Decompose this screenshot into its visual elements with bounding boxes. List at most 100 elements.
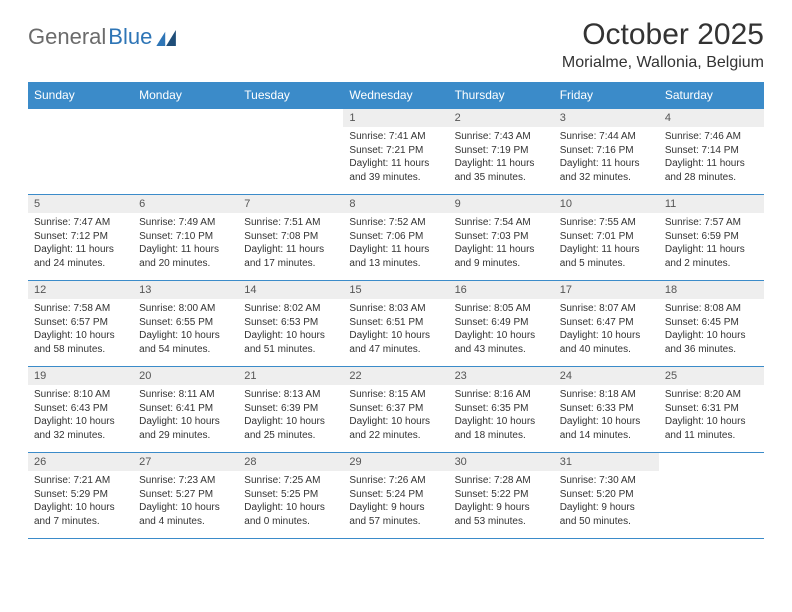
- day-details: Sunrise: 8:18 AMSunset: 6:33 PMDaylight:…: [554, 385, 659, 446]
- sunset-text: Sunset: 6:59 PM: [665, 230, 758, 244]
- sunrise-text: Sunrise: 7:28 AM: [455, 474, 548, 488]
- day-cell: .: [28, 109, 133, 195]
- day-details: Sunrise: 8:10 AMSunset: 6:43 PMDaylight:…: [28, 385, 133, 446]
- day-number: 29: [343, 453, 448, 471]
- calendar-header-row: SundayMondayTuesdayWednesdayThursdayFrid…: [28, 82, 764, 109]
- sunset-text: Sunset: 7:08 PM: [244, 230, 337, 244]
- day-number: 14: [238, 281, 343, 299]
- sunrise-text: Sunrise: 7:51 AM: [244, 216, 337, 230]
- daylight-text: Daylight: 11 hours and 20 minutes.: [139, 243, 232, 270]
- daylight-text: Daylight: 11 hours and 9 minutes.: [455, 243, 548, 270]
- daylight-text: Daylight: 11 hours and 2 minutes.: [665, 243, 758, 270]
- sunrise-text: Sunrise: 8:03 AM: [349, 302, 442, 316]
- day-details: Sunrise: 8:16 AMSunset: 6:35 PMDaylight:…: [449, 385, 554, 446]
- day-cell: 24Sunrise: 8:18 AMSunset: 6:33 PMDayligh…: [554, 367, 659, 453]
- sunset-text: Sunset: 5:29 PM: [34, 488, 127, 502]
- sunrise-text: Sunrise: 7:49 AM: [139, 216, 232, 230]
- day-cell: .: [659, 453, 764, 539]
- day-details: Sunrise: 7:49 AMSunset: 7:10 PMDaylight:…: [133, 213, 238, 274]
- sunset-text: Sunset: 7:12 PM: [34, 230, 127, 244]
- day-cell: 1Sunrise: 7:41 AMSunset: 7:21 PMDaylight…: [343, 109, 448, 195]
- day-number: 4: [659, 109, 764, 127]
- day-cell: 7Sunrise: 7:51 AMSunset: 7:08 PMDaylight…: [238, 195, 343, 281]
- daylight-text: Daylight: 10 hours and 51 minutes.: [244, 329, 337, 356]
- week-row: 19Sunrise: 8:10 AMSunset: 6:43 PMDayligh…: [28, 367, 764, 453]
- daylight-text: Daylight: 10 hours and 14 minutes.: [560, 415, 653, 442]
- sunset-text: Sunset: 6:41 PM: [139, 402, 232, 416]
- sunset-text: Sunset: 6:31 PM: [665, 402, 758, 416]
- col-header: Sunday: [28, 82, 133, 109]
- day-cell: 16Sunrise: 8:05 AMSunset: 6:49 PMDayligh…: [449, 281, 554, 367]
- day-details: Sunrise: 7:55 AMSunset: 7:01 PMDaylight:…: [554, 213, 659, 274]
- day-details: Sunrise: 7:43 AMSunset: 7:19 PMDaylight:…: [449, 127, 554, 188]
- day-cell: 20Sunrise: 8:11 AMSunset: 6:41 PMDayligh…: [133, 367, 238, 453]
- sunrise-text: Sunrise: 7:47 AM: [34, 216, 127, 230]
- day-number: 28: [238, 453, 343, 471]
- day-cell: 6Sunrise: 7:49 AMSunset: 7:10 PMDaylight…: [133, 195, 238, 281]
- sunrise-text: Sunrise: 8:07 AM: [560, 302, 653, 316]
- sunrise-text: Sunrise: 7:46 AM: [665, 130, 758, 144]
- day-details: Sunrise: 8:20 AMSunset: 6:31 PMDaylight:…: [659, 385, 764, 446]
- day-number: 11: [659, 195, 764, 213]
- sunrise-text: Sunrise: 8:15 AM: [349, 388, 442, 402]
- sunrise-text: Sunrise: 8:05 AM: [455, 302, 548, 316]
- day-number: 9: [449, 195, 554, 213]
- sunset-text: Sunset: 6:33 PM: [560, 402, 653, 416]
- daylight-text: Daylight: 10 hours and 22 minutes.: [349, 415, 442, 442]
- sunset-text: Sunset: 7:21 PM: [349, 144, 442, 158]
- daylight-text: Daylight: 9 hours and 57 minutes.: [349, 501, 442, 528]
- day-details: Sunrise: 8:07 AMSunset: 6:47 PMDaylight:…: [554, 299, 659, 360]
- daylight-text: Daylight: 10 hours and 25 minutes.: [244, 415, 337, 442]
- day-number: 3: [554, 109, 659, 127]
- day-number: 15: [343, 281, 448, 299]
- day-cell: 9Sunrise: 7:54 AMSunset: 7:03 PMDaylight…: [449, 195, 554, 281]
- daylight-text: Daylight: 9 hours and 53 minutes.: [455, 501, 548, 528]
- daylight-text: Daylight: 11 hours and 35 minutes.: [455, 157, 548, 184]
- daylight-text: Daylight: 11 hours and 17 minutes.: [244, 243, 337, 270]
- day-number: 16: [449, 281, 554, 299]
- day-number: 26: [28, 453, 133, 471]
- sunset-text: Sunset: 6:45 PM: [665, 316, 758, 330]
- daylight-text: Daylight: 11 hours and 39 minutes.: [349, 157, 442, 184]
- sunset-text: Sunset: 6:51 PM: [349, 316, 442, 330]
- month-title: October 2025: [562, 18, 764, 52]
- day-details: Sunrise: 8:11 AMSunset: 6:41 PMDaylight:…: [133, 385, 238, 446]
- day-details: Sunrise: 7:51 AMSunset: 7:08 PMDaylight:…: [238, 213, 343, 274]
- week-row: 26Sunrise: 7:21 AMSunset: 5:29 PMDayligh…: [28, 453, 764, 539]
- day-details: Sunrise: 7:28 AMSunset: 5:22 PMDaylight:…: [449, 471, 554, 532]
- calendar-table: SundayMondayTuesdayWednesdayThursdayFrid…: [28, 82, 764, 539]
- sunrise-text: Sunrise: 7:52 AM: [349, 216, 442, 230]
- day-number: 23: [449, 367, 554, 385]
- day-cell: 11Sunrise: 7:57 AMSunset: 6:59 PMDayligh…: [659, 195, 764, 281]
- day-cell: .: [238, 109, 343, 195]
- day-cell: 15Sunrise: 8:03 AMSunset: 6:51 PMDayligh…: [343, 281, 448, 367]
- logo: GeneralBlue: [28, 18, 178, 50]
- sunset-text: Sunset: 7:03 PM: [455, 230, 548, 244]
- day-cell: .: [133, 109, 238, 195]
- sunset-text: Sunset: 5:27 PM: [139, 488, 232, 502]
- day-details: Sunrise: 8:08 AMSunset: 6:45 PMDaylight:…: [659, 299, 764, 360]
- day-details: Sunrise: 7:58 AMSunset: 6:57 PMDaylight:…: [28, 299, 133, 360]
- day-cell: 14Sunrise: 8:02 AMSunset: 6:53 PMDayligh…: [238, 281, 343, 367]
- sunset-text: Sunset: 5:22 PM: [455, 488, 548, 502]
- day-details: Sunrise: 7:52 AMSunset: 7:06 PMDaylight:…: [343, 213, 448, 274]
- logo-text-general: General: [28, 24, 106, 50]
- sunrise-text: Sunrise: 8:20 AM: [665, 388, 758, 402]
- daylight-text: Daylight: 10 hours and 7 minutes.: [34, 501, 127, 528]
- sunset-text: Sunset: 6:35 PM: [455, 402, 548, 416]
- sunset-text: Sunset: 6:55 PM: [139, 316, 232, 330]
- day-number: 20: [133, 367, 238, 385]
- sunset-text: Sunset: 6:57 PM: [34, 316, 127, 330]
- header: GeneralBlue October 2025 Morialme, Wallo…: [28, 18, 764, 72]
- day-number: 19: [28, 367, 133, 385]
- calendar-body: ...1Sunrise: 7:41 AMSunset: 7:21 PMDayli…: [28, 109, 764, 539]
- sunrise-text: Sunrise: 7:58 AM: [34, 302, 127, 316]
- day-cell: 21Sunrise: 8:13 AMSunset: 6:39 PMDayligh…: [238, 367, 343, 453]
- day-number: 1: [343, 109, 448, 127]
- day-number: 24: [554, 367, 659, 385]
- day-cell: 12Sunrise: 7:58 AMSunset: 6:57 PMDayligh…: [28, 281, 133, 367]
- day-number: 30: [449, 453, 554, 471]
- sunrise-text: Sunrise: 7:55 AM: [560, 216, 653, 230]
- day-cell: 2Sunrise: 7:43 AMSunset: 7:19 PMDaylight…: [449, 109, 554, 195]
- day-cell: 10Sunrise: 7:55 AMSunset: 7:01 PMDayligh…: [554, 195, 659, 281]
